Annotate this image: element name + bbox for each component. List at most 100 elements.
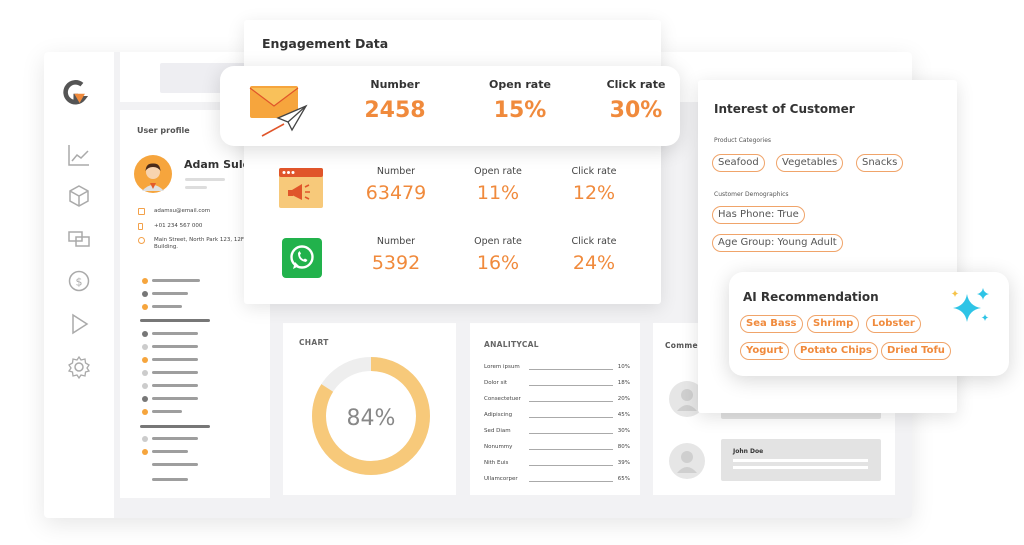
list-line [152, 279, 200, 282]
web-open-value: 11% [476, 182, 520, 204]
analytical-value: 18% [617, 380, 630, 386]
web-ads-icon [278, 166, 324, 210]
list-line [152, 332, 198, 335]
profile-line [185, 178, 225, 181]
analytical-label: Lorem ipsum [484, 364, 520, 370]
tag-age-group[interactable]: Age Group: Young Adult [712, 234, 843, 252]
profile-title: User profile [137, 126, 190, 135]
list-dot [142, 383, 148, 389]
email-icon [248, 80, 310, 138]
wa-click-value: 24% [572, 252, 616, 274]
analytical-label: Adipiscing [484, 412, 513, 418]
analytical-card: ANALITYCAL Lorem ipsum 10% Dolor sit 18% C… [470, 323, 640, 495]
comment-bubble: John Doe [721, 439, 881, 481]
address-text: Main Street, North Park 123, 12F O Build… [154, 237, 251, 250]
engagement-title: Engagement Data [262, 36, 389, 51]
whatsapp-icon [282, 238, 322, 278]
list-dot [142, 357, 148, 363]
list-line [152, 463, 198, 466]
analytical-title: ANALITYCAL [484, 340, 539, 349]
analytical-value: 39% [617, 460, 630, 466]
web-open-label: Open rate [474, 166, 522, 177]
rec-dried-tofu[interactable]: Dried Tofu [881, 342, 951, 360]
chart-line-icon[interactable] [66, 142, 92, 168]
analytical-value: 65% [617, 476, 630, 482]
list-dot [142, 331, 148, 337]
commenter-name: John Doe [733, 448, 764, 455]
profile-name: Adam Suley [184, 158, 258, 171]
analytical-value: 30% [617, 428, 630, 434]
email-text: adamsu@email.com [154, 208, 211, 214]
email-number-label: Number [370, 78, 420, 91]
list-dot [142, 370, 148, 376]
phone-text: +01 234 567 000 [154, 223, 203, 229]
tag-seafood[interactable]: Seafood [712, 154, 765, 172]
logo-icon[interactable] [62, 80, 92, 114]
comment-line [733, 466, 868, 469]
customer-demographics-label: Customer Demographics [714, 191, 789, 198]
wa-number-label: Number [376, 236, 416, 247]
analytical-label: Dolor sit [484, 380, 508, 386]
gear-icon[interactable] [66, 354, 92, 380]
rec-yogurt[interactable]: Yogurt [740, 342, 790, 360]
list-dot [142, 396, 148, 402]
section-divider [140, 319, 210, 322]
ai-recommendation-card: AI Recommendation Sea Bass Shrimp Lobste… [729, 272, 1009, 376]
ai-title: AI Recommendation [743, 290, 879, 304]
list-line [152, 384, 198, 387]
email-number-value: 2458 [364, 98, 426, 123]
list-dot [142, 449, 148, 455]
dollar-icon[interactable]: $ [66, 268, 92, 294]
comment-line [733, 459, 868, 462]
interest-title: Interest of Customer [714, 102, 855, 116]
analytical-label: Nith Euis [484, 460, 509, 466]
analytical-label: Ullamcorper [484, 476, 518, 482]
analytical-value: 45% [617, 412, 630, 418]
avatar [134, 155, 172, 193]
list-line [152, 345, 198, 348]
donut-arc [312, 357, 430, 475]
cube-icon[interactable] [66, 183, 92, 209]
rec-shrimp[interactable]: Shrimp [807, 315, 860, 333]
email-icon [138, 208, 145, 215]
analytical-label: Consectetuer [484, 396, 521, 402]
analytical-value: 80% [617, 444, 630, 450]
tag-has-phone[interactable]: Has Phone: True [712, 206, 805, 224]
location-icon [138, 237, 145, 244]
list-dot [142, 278, 148, 284]
tag-snacks[interactable]: Snacks [856, 154, 904, 172]
donut-value: 84% [347, 406, 396, 431]
product-categories-label: Product Categories [714, 137, 772, 144]
email-engagement-row[interactable]: Number 2458 Open rate 15% Click rate 30% [220, 66, 680, 146]
list-line [152, 305, 182, 308]
wa-click-label: Click rate [571, 236, 617, 247]
sidebar: $ [44, 52, 114, 518]
list-line [152, 397, 198, 400]
screens-icon[interactable] [66, 226, 92, 252]
web-click-label: Click rate [571, 166, 617, 177]
wa-open-label: Open rate [474, 236, 522, 247]
analytical-label: Sed Diam [484, 428, 511, 434]
tag-vegetables[interactable]: Vegetables [776, 154, 844, 172]
list-line [152, 478, 188, 481]
web-click-value: 12% [572, 182, 616, 204]
commenter-avatar [669, 443, 705, 479]
svg-text:$: $ [76, 276, 83, 289]
list-line [152, 371, 198, 374]
analytical-value: 20% [617, 396, 630, 402]
section-divider [140, 425, 210, 428]
email-open-label: Open rate [489, 78, 551, 91]
rec-sea-bass[interactable]: Sea Bass [740, 315, 803, 333]
profile-line [185, 186, 207, 189]
wa-open-value: 16% [476, 252, 520, 274]
web-number-label: Number [376, 166, 416, 177]
rec-potato-chips[interactable]: Potato Chips [794, 342, 878, 360]
web-number-value: 63479 [365, 182, 427, 204]
list-line [152, 292, 188, 295]
donut-chart: 84% [312, 357, 430, 475]
list-line [152, 410, 182, 413]
play-icon[interactable] [66, 311, 92, 337]
engagement-data-card: Engagement Data Number 63479 Open rate 1… [244, 20, 661, 304]
list-dot [142, 304, 148, 310]
rec-lobster[interactable]: Lobster [866, 315, 921, 333]
